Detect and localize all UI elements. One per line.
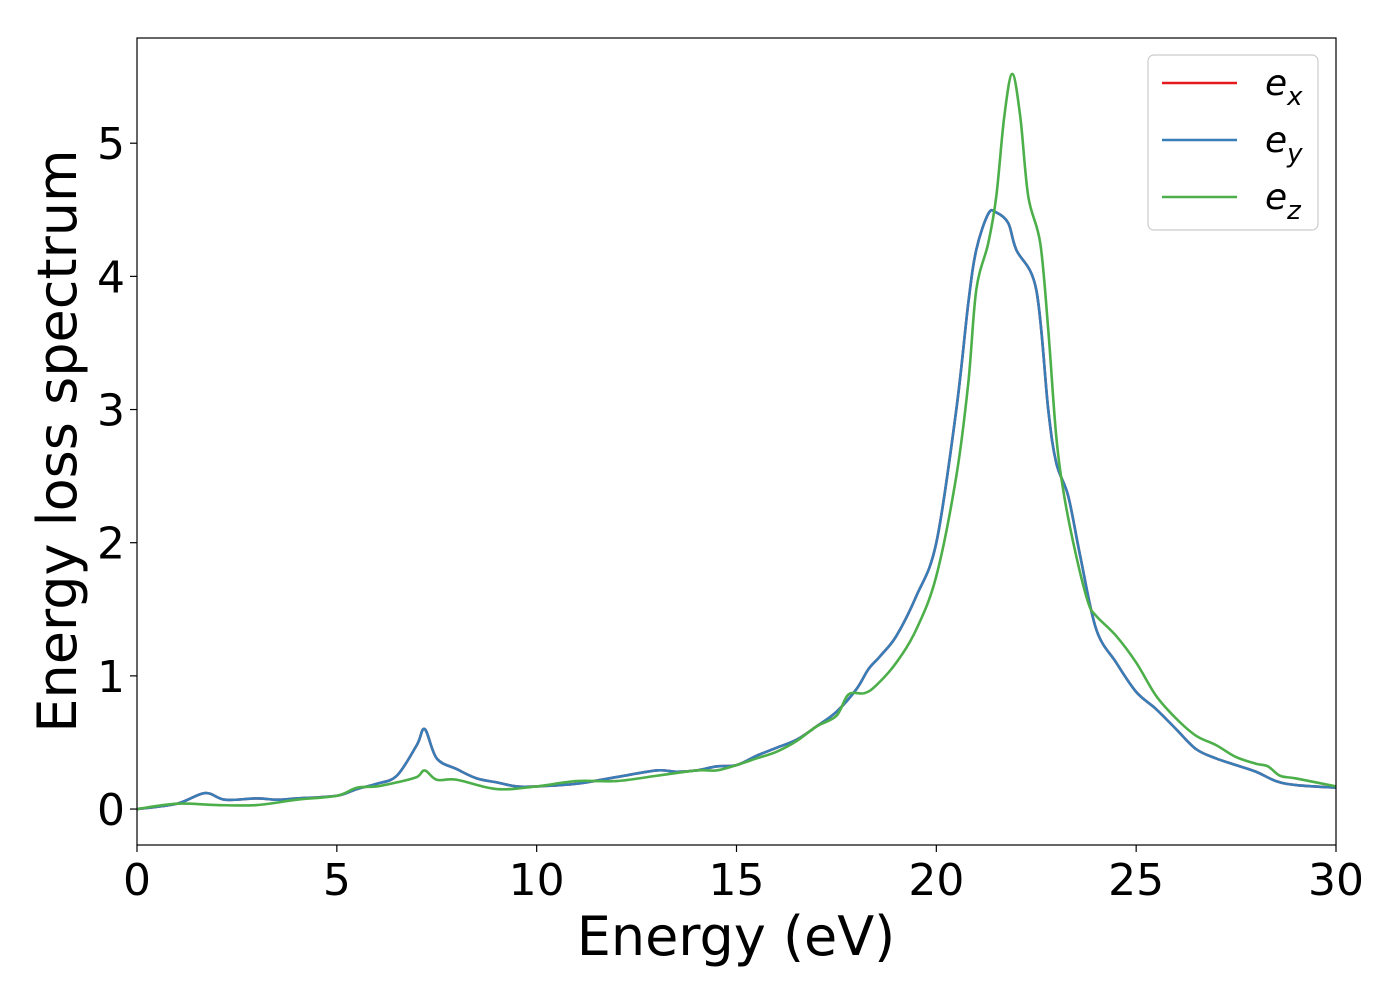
- series-line-e-z: [136, 72, 1337, 811]
- series-line-e-x: [136, 208, 1337, 811]
- y-axis-label: Energy loss spectrum: [26, 149, 89, 732]
- series-lines: [136, 72, 1337, 811]
- legend-label-e-y: ey: [1265, 120, 1303, 169]
- y-tick-label: 1: [97, 652, 125, 703]
- legend-label-e-x: ex: [1265, 63, 1303, 112]
- y-tick-label: 0: [97, 785, 125, 836]
- series-line-e-y: [136, 208, 1337, 811]
- y-tick-label: 4: [97, 252, 125, 303]
- x-tick-label: 25: [1108, 855, 1164, 906]
- x-tick-label: 15: [709, 855, 765, 906]
- legend-label-base: e: [1265, 120, 1287, 161]
- legend-box: [1147, 54, 1319, 231]
- y-tick-label: 2: [97, 519, 125, 570]
- x-axis-ticks: 0 5 10 15 20 25 30: [123, 845, 1364, 906]
- legend-label-e-z: ez: [1265, 177, 1302, 226]
- x-tick-label: 10: [509, 855, 565, 906]
- x-tick-label: 30: [1308, 855, 1364, 906]
- legend-label-sub: y: [1286, 139, 1303, 169]
- y-tick-label: 5: [97, 119, 125, 170]
- y-tick-label: 3: [97, 386, 125, 437]
- x-tick-label: 5: [323, 855, 351, 906]
- legend-label-sub: z: [1286, 196, 1302, 226]
- x-axis-label: Energy (eV): [577, 905, 896, 968]
- legend-label-base: e: [1265, 177, 1287, 218]
- x-tick-label: 0: [123, 855, 151, 906]
- x-tick-label: 20: [908, 855, 964, 906]
- legend-label-sub: x: [1286, 82, 1303, 112]
- y-axis-ticks: 0 1 2 3 4 5: [97, 119, 137, 836]
- legend-label-base: e: [1265, 63, 1287, 104]
